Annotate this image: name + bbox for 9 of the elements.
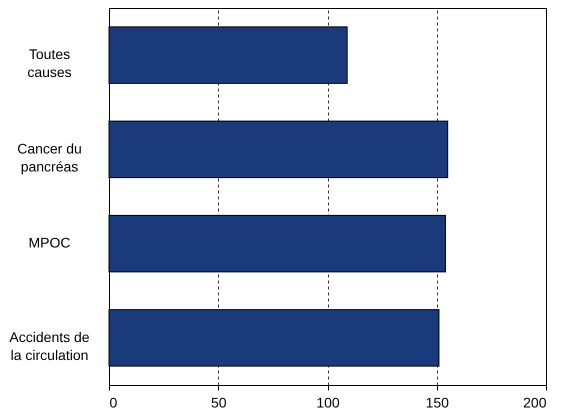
- x-tick-label: 50: [210, 394, 227, 410]
- y-tick-label: Accidents de la circulation: [9, 328, 90, 363]
- x-tick-label: 150: [426, 394, 450, 410]
- y-tick-label: MPOC: [28, 234, 70, 251]
- x-tick-label: 100: [316, 394, 340, 410]
- y-tick-label: Cancer du pancréas: [17, 140, 82, 174]
- y-tick-label: Toutes causes: [27, 46, 72, 80]
- x-tick-label: 200: [523, 394, 547, 410]
- x-tick-label: 0: [110, 394, 118, 410]
